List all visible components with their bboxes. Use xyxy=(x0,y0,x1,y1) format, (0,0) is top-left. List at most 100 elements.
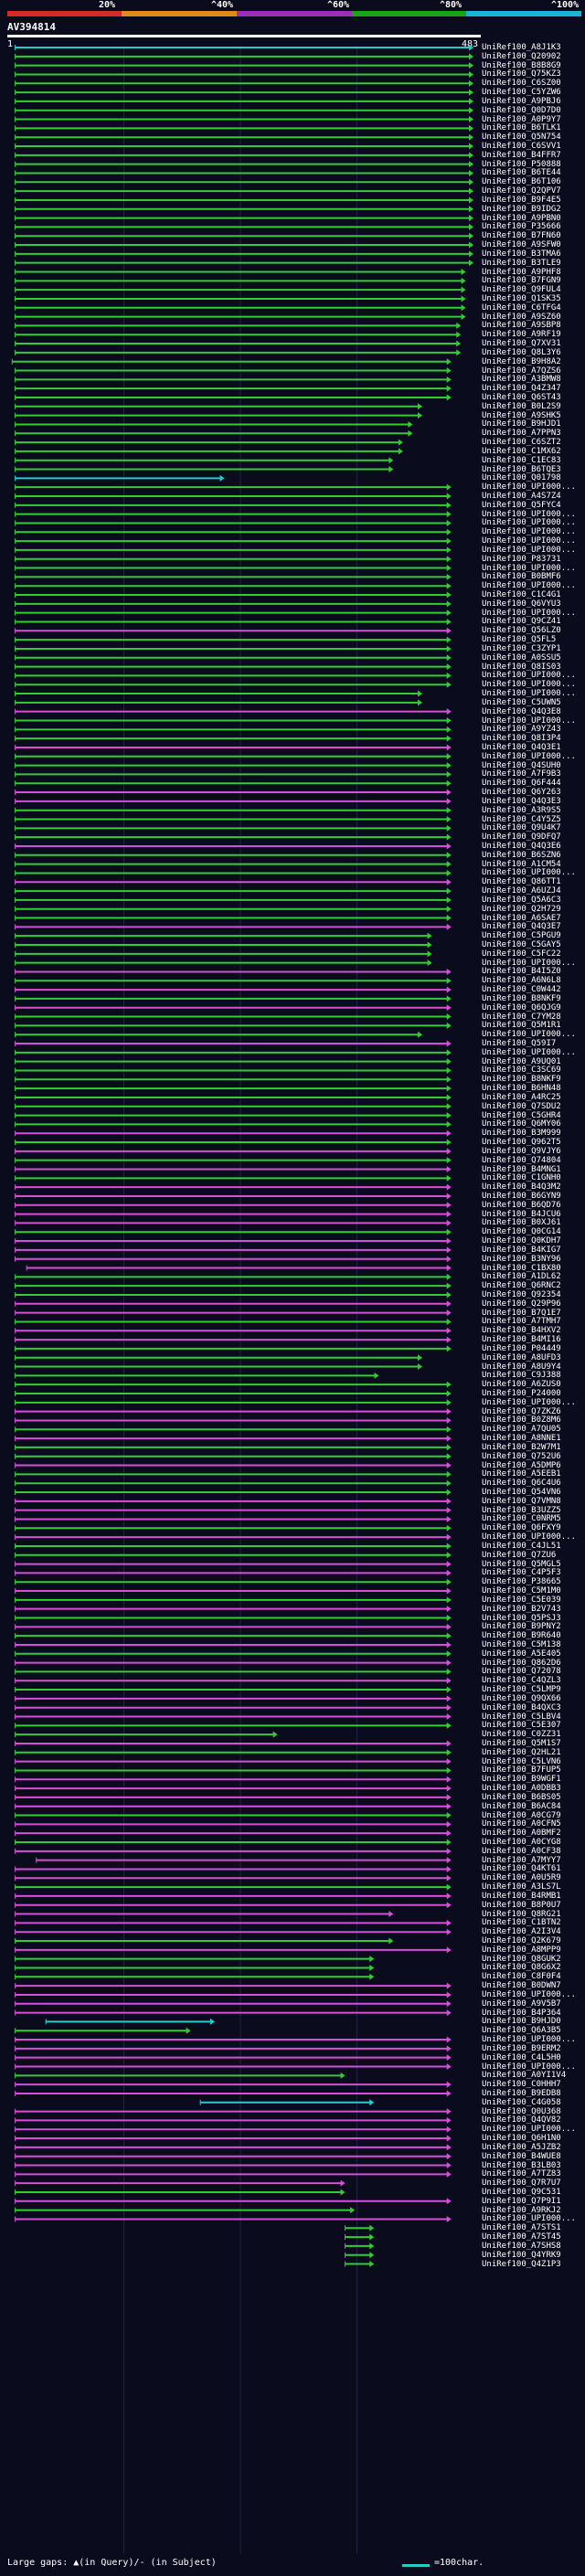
hit-label[interactable]: UniRef100_B4Q3M2 xyxy=(482,1182,561,1193)
hit-row[interactable] xyxy=(14,143,473,150)
hit-label[interactable]: UniRef100_Q29P96 xyxy=(482,1299,561,1309)
hit-label[interactable]: UniRef100_C8F0F4 xyxy=(482,1972,561,1982)
hit-row[interactable] xyxy=(14,1058,452,1065)
hit-row[interactable] xyxy=(14,906,452,913)
hit-label[interactable]: UniRef100_B9HJD0 xyxy=(482,2017,561,2027)
hit-row[interactable] xyxy=(14,1668,452,1675)
hit-label[interactable]: UniRef100_B8P0U7 xyxy=(482,1900,561,1910)
hit-label[interactable]: UniRef100_C5LMP9 xyxy=(482,1685,561,1695)
hit-label[interactable]: UniRef100_B9ERM2 xyxy=(482,2043,561,2053)
hit-row[interactable] xyxy=(14,565,452,572)
hit-row[interactable] xyxy=(14,2081,452,2088)
hit-label[interactable]: UniRef100_Q9CZ41 xyxy=(482,617,561,627)
hit-label[interactable]: UniRef100_UPI000... xyxy=(482,2125,576,2135)
hit-row[interactable] xyxy=(14,1470,452,1478)
hit-label[interactable]: UniRef100_C0NRM5 xyxy=(482,1514,561,1524)
hit-label[interactable]: UniRef100_P24000 xyxy=(482,1389,561,1398)
hit-row[interactable] xyxy=(14,717,452,724)
hit-row[interactable] xyxy=(14,187,473,195)
hit-label[interactable]: UniRef100_Q9VJY6 xyxy=(482,1146,561,1156)
hit-row[interactable] xyxy=(14,582,452,589)
hit-label[interactable]: UniRef100_P83731 xyxy=(482,554,561,564)
hit-row[interactable] xyxy=(45,2018,216,2025)
hit-row[interactable] xyxy=(14,1139,452,1146)
hit-label[interactable]: UniRef100_Q0KDH7 xyxy=(482,1236,561,1246)
hit-label[interactable]: UniRef100_A9SHK5 xyxy=(482,410,561,420)
hit-label[interactable]: UniRef100_Q6ST43 xyxy=(482,392,561,402)
hit-label[interactable]: UniRef100_C3SC69 xyxy=(482,1065,561,1076)
hit-label[interactable]: UniRef100_Q9FUL4 xyxy=(482,285,561,295)
hit-label[interactable]: UniRef100_B3M999 xyxy=(482,1129,561,1139)
hit-label[interactable]: UniRef100_A8UFD3 xyxy=(482,1352,561,1362)
hit-label[interactable]: UniRef100_Q4Q3E7 xyxy=(482,922,561,932)
hit-label[interactable]: UniRef100_B9R640 xyxy=(482,1631,561,1641)
hit-row[interactable] xyxy=(14,915,452,922)
hit-row[interactable] xyxy=(14,556,452,563)
hit-label[interactable]: UniRef100_A1DL62 xyxy=(482,1272,561,1282)
hit-row[interactable] xyxy=(14,690,423,697)
hit-row[interactable] xyxy=(14,1354,423,1362)
hit-row[interactable] xyxy=(14,2108,452,2115)
hit-row[interactable] xyxy=(14,2162,452,2169)
hit-label[interactable]: UniRef100_C3ZYP1 xyxy=(482,643,561,653)
hit-row[interactable] xyxy=(14,537,452,545)
hit-row[interactable] xyxy=(14,2072,346,2079)
hit-row[interactable] xyxy=(14,1211,452,1218)
hit-row[interactable] xyxy=(14,1444,452,1451)
hit-row[interactable] xyxy=(14,2144,452,2151)
hit-label[interactable]: UniRef100_Q862D6 xyxy=(482,1658,561,1668)
hit-row[interactable] xyxy=(14,1120,452,1128)
hit-row[interactable] xyxy=(14,1865,452,1872)
hit-row[interactable] xyxy=(14,1892,452,1900)
hit-label[interactable]: UniRef100_A4RC25 xyxy=(482,1092,561,1102)
hit-label[interactable]: UniRef100_B4P364 xyxy=(482,2008,561,2018)
hit-label[interactable]: UniRef100_Q54VN6 xyxy=(482,1488,561,1498)
hit-row[interactable] xyxy=(14,1103,452,1110)
hit-label[interactable]: UniRef100_B0XJ61 xyxy=(482,1218,561,1228)
hit-label[interactable]: UniRef100_Q0D7D0 xyxy=(482,105,561,115)
hit-row[interactable] xyxy=(14,2198,452,2205)
hit-label[interactable]: UniRef100_UPI000... xyxy=(482,689,576,699)
hit-label[interactable]: UniRef100_UPI000... xyxy=(482,1030,576,1040)
hit-label[interactable]: UniRef100_Q6MY06 xyxy=(482,1119,561,1129)
hit-label[interactable]: UniRef100_A9RKJ2 xyxy=(482,2205,561,2215)
hit-row[interactable] xyxy=(14,1766,452,1774)
hit-label[interactable]: UniRef100_C4Y5Z5 xyxy=(482,814,561,824)
hit-row[interactable] xyxy=(14,1336,452,1343)
hit-label[interactable]: UniRef100_Q6VYU3 xyxy=(482,599,561,609)
hit-row[interactable] xyxy=(14,124,473,132)
hit-row[interactable] xyxy=(14,1596,452,1604)
hit-label[interactable]: UniRef100_A6SAE7 xyxy=(482,913,561,923)
hit-label[interactable]: UniRef100_B7Q1E7 xyxy=(482,1308,561,1318)
hit-label[interactable]: UniRef100_Q6C4U6 xyxy=(482,1479,561,1489)
hit-row[interactable] xyxy=(14,429,413,437)
hit-label[interactable]: UniRef100_Q752U6 xyxy=(482,1451,561,1461)
hit-label[interactable]: UniRef100_A9UQ01 xyxy=(482,1056,561,1066)
hit-label[interactable]: UniRef100_Q4Q3E3 xyxy=(482,796,561,806)
hit-row[interactable] xyxy=(14,1013,452,1021)
hit-label[interactable]: UniRef100_A9RF19 xyxy=(482,330,561,340)
hit-label[interactable]: UniRef100_B3UZZ5 xyxy=(482,1505,561,1515)
hit-label[interactable]: UniRef100_P35666 xyxy=(482,222,561,232)
hit-row[interactable] xyxy=(14,1848,452,1855)
hit-row[interactable] xyxy=(14,753,452,760)
hit-row[interactable] xyxy=(14,708,452,716)
hit-label[interactable]: UniRef100_A7PPN3 xyxy=(482,429,561,439)
hit-label[interactable]: UniRef100_A6UZJ4 xyxy=(482,886,561,896)
hit-row[interactable] xyxy=(14,600,452,608)
hit-row[interactable] xyxy=(14,977,452,984)
hit-row[interactable] xyxy=(14,789,452,796)
hit-label[interactable]: UniRef100_B0L2S9 xyxy=(482,401,561,411)
hit-label[interactable]: UniRef100_A6N6L8 xyxy=(482,976,561,986)
hit-row[interactable] xyxy=(14,1228,452,1235)
hit-row[interactable] xyxy=(14,1812,452,1819)
hit-row[interactable] xyxy=(14,53,473,60)
hit-label[interactable]: UniRef100_Q7P9I1 xyxy=(482,2196,561,2206)
hit-label[interactable]: UniRef100_B9WGF1 xyxy=(482,1775,561,1785)
hit-row[interactable] xyxy=(14,986,452,993)
hit-label[interactable]: UniRef100_B4QXC3 xyxy=(482,1702,561,1712)
hit-label[interactable]: UniRef100_Q7R7U7 xyxy=(482,2178,561,2189)
hit-label[interactable]: UniRef100_C1MX62 xyxy=(482,446,561,456)
hit-row[interactable] xyxy=(14,70,473,78)
hit-row[interactable] xyxy=(14,1794,452,1801)
